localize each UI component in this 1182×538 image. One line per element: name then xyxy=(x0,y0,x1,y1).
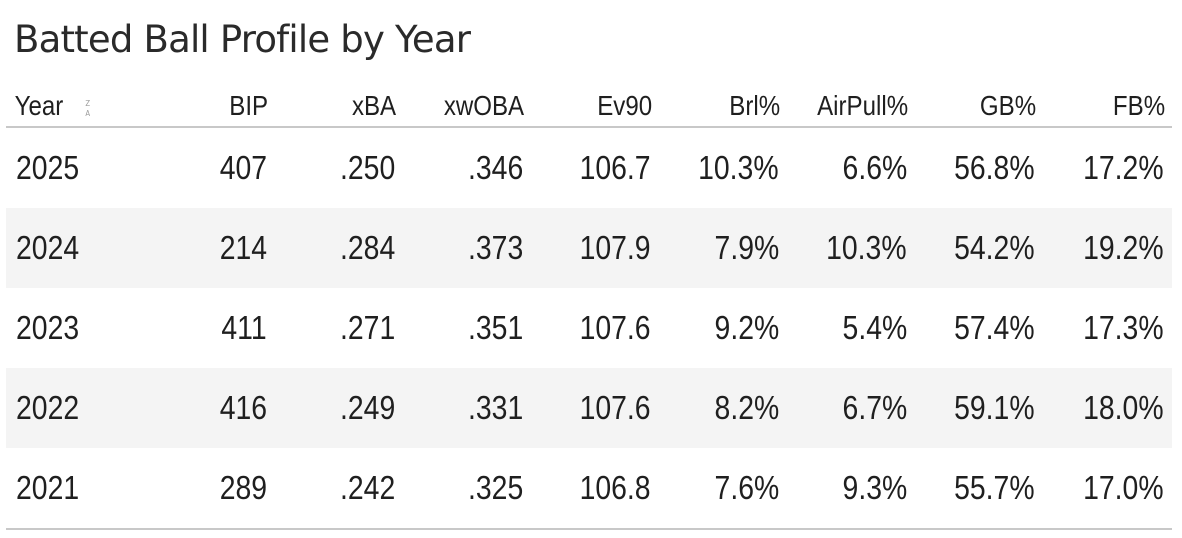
cell-year: 2025 xyxy=(16,149,80,186)
cell-year: 2021 xyxy=(6,448,149,530)
cell-ev90: 107.9 xyxy=(531,208,659,288)
cell-gb-pct: 54.2% xyxy=(915,208,1043,288)
cell-bip: 416 xyxy=(149,368,275,448)
cell-xwoba: .331 xyxy=(403,368,531,448)
cell-fb-pct: 18.0% xyxy=(1043,368,1172,448)
cell-xwoba: .373 xyxy=(403,208,531,288)
cell-xwoba: .325 xyxy=(403,448,531,530)
batted-ball-table: Year Z A BIP xBA xwOBA Ev90 Brl% AirPull… xyxy=(6,86,1172,530)
cell-xba: .284 xyxy=(275,208,403,288)
cell-airpull-pct: 10.3% xyxy=(787,208,915,288)
cell-ev90: 107.6 xyxy=(579,309,651,346)
svg-text:A: A xyxy=(85,108,91,118)
cell-airpull-pct: 5.4% xyxy=(842,309,907,346)
cell-airpull-pct: 9.3% xyxy=(787,448,915,530)
column-header-label: Year xyxy=(14,90,64,121)
cell-brl-pct: 8.2% xyxy=(659,368,787,448)
cell-year: 2023 xyxy=(16,309,80,346)
table-row: 2022 416 .249 .331 107.6 8.2% 6.7% 59.1%… xyxy=(6,368,1172,448)
page-title: Batted Ball Profile by Year xyxy=(14,18,471,61)
column-header-ev90[interactable]: Ev90 xyxy=(548,86,659,128)
table-row: 2025 407 .250 .346 106.7 10.3% 6.6% 56.8… xyxy=(6,127,1172,208)
column-header-year[interactable]: Year Z A xyxy=(6,86,129,128)
cell-year: 2022 xyxy=(6,368,149,448)
table-row: 2023 411 .271 .351 107.6 9.2% 5.4% 57.4%… xyxy=(6,288,1172,368)
column-header-fb-pct[interactable]: FB% xyxy=(1061,86,1172,128)
cell-ev90: 107.6 xyxy=(531,368,659,448)
cell-xba: .250 xyxy=(339,149,395,186)
cell-xba: .249 xyxy=(275,368,403,448)
column-header-brl-pct[interactable]: Brl% xyxy=(676,86,787,128)
cell-fb-pct: 19.2% xyxy=(1043,208,1172,288)
cell-ev90: 106.8 xyxy=(531,448,659,530)
column-header-airpull-pct[interactable]: AirPull% xyxy=(804,86,915,128)
cell-brl-pct: 10.3% xyxy=(698,149,779,186)
cell-fb-pct: 17.3% xyxy=(1083,309,1164,346)
column-header-xba[interactable]: xBA xyxy=(292,86,403,128)
cell-brl-pct: 7.9% xyxy=(659,208,787,288)
cell-brl-pct: 7.6% xyxy=(659,448,787,530)
cell-gb-pct: 55.7% xyxy=(915,448,1043,530)
cell-xwoba: .351 xyxy=(467,309,523,346)
column-header-xwoba[interactable]: xwOBA xyxy=(420,86,531,128)
column-header-gb-pct[interactable]: GB% xyxy=(932,86,1043,128)
cell-gb-pct: 57.4% xyxy=(954,309,1035,346)
sort-z-a-icon[interactable]: Z A xyxy=(82,97,92,119)
column-header-bip[interactable]: BIP xyxy=(166,86,275,128)
cell-xba: .242 xyxy=(275,448,403,530)
cell-gb-pct: 56.8% xyxy=(954,149,1035,186)
cell-bip: 289 xyxy=(149,448,275,530)
table-row: 2024 214 .284 .373 107.9 7.9% 10.3% 54.2… xyxy=(6,208,1172,288)
cell-gb-pct: 59.1% xyxy=(915,368,1043,448)
cell-year: 2024 xyxy=(6,208,149,288)
cell-bip: 407 xyxy=(219,149,267,186)
cell-airpull-pct: 6.7% xyxy=(787,368,915,448)
cell-brl-pct: 9.2% xyxy=(714,309,779,346)
table-header-row: Year Z A BIP xBA xwOBA Ev90 Brl% AirPull… xyxy=(6,86,1172,128)
cell-xwoba: .346 xyxy=(467,149,523,186)
table-row: 2021 289 .242 .325 106.8 7.6% 9.3% 55.7%… xyxy=(6,448,1172,530)
cell-ev90: 106.7 xyxy=(579,149,651,186)
cell-fb-pct: 17.0% xyxy=(1043,448,1172,530)
cell-airpull-pct: 6.6% xyxy=(842,149,907,186)
cell-fb-pct: 17.2% xyxy=(1083,149,1164,186)
cell-xba: .271 xyxy=(339,309,395,346)
cell-bip: 411 xyxy=(221,309,267,346)
cell-bip: 214 xyxy=(149,208,275,288)
svg-text:Z: Z xyxy=(85,98,90,108)
